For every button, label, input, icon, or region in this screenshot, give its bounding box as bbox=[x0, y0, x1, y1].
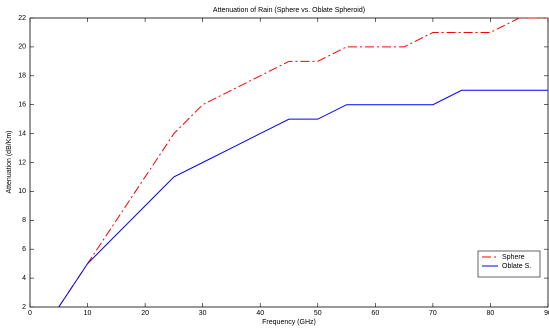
y-tick-label: 2 bbox=[22, 304, 26, 311]
y-tick-label: 12 bbox=[18, 159, 26, 166]
y-tick-label: 22 bbox=[18, 15, 26, 22]
y-axis-label: Attenuation (dB/Km) bbox=[6, 130, 13, 193]
x-axis-label: Frequency (GHz) bbox=[262, 319, 316, 326]
series-line bbox=[58, 89, 548, 308]
x-tick-label: 80 bbox=[487, 310, 495, 317]
x-tick-label: 50 bbox=[314, 310, 322, 317]
legend-label: Sphere bbox=[502, 254, 525, 261]
legend-box bbox=[477, 250, 541, 278]
y-tick-label: 4 bbox=[22, 275, 26, 282]
y-tick-label: 16 bbox=[18, 102, 26, 109]
x-tick-label: 10 bbox=[84, 310, 92, 317]
x-tick-label: 40 bbox=[256, 310, 264, 317]
x-tick-label: 70 bbox=[429, 310, 437, 317]
y-tick-label: 14 bbox=[18, 130, 26, 137]
chart-title: Attenuation of Rain (Sphere vs. Oblate S… bbox=[213, 7, 365, 14]
series-line bbox=[58, 17, 548, 308]
legend-label: Oblate S. bbox=[502, 263, 531, 270]
y-tick-label: 6 bbox=[22, 246, 26, 253]
x-tick-label: 30 bbox=[199, 310, 207, 317]
x-tick-label: 20 bbox=[141, 310, 149, 317]
y-tick-label: 10 bbox=[18, 188, 26, 195]
x-tick-label: 0 bbox=[28, 310, 32, 317]
y-tick-label: 18 bbox=[18, 73, 26, 80]
y-tick-label: 8 bbox=[22, 217, 26, 224]
y-tick-label: 20 bbox=[18, 44, 26, 51]
x-tick-label: 60 bbox=[371, 310, 379, 317]
x-tick-label: 90 bbox=[544, 310, 549, 317]
